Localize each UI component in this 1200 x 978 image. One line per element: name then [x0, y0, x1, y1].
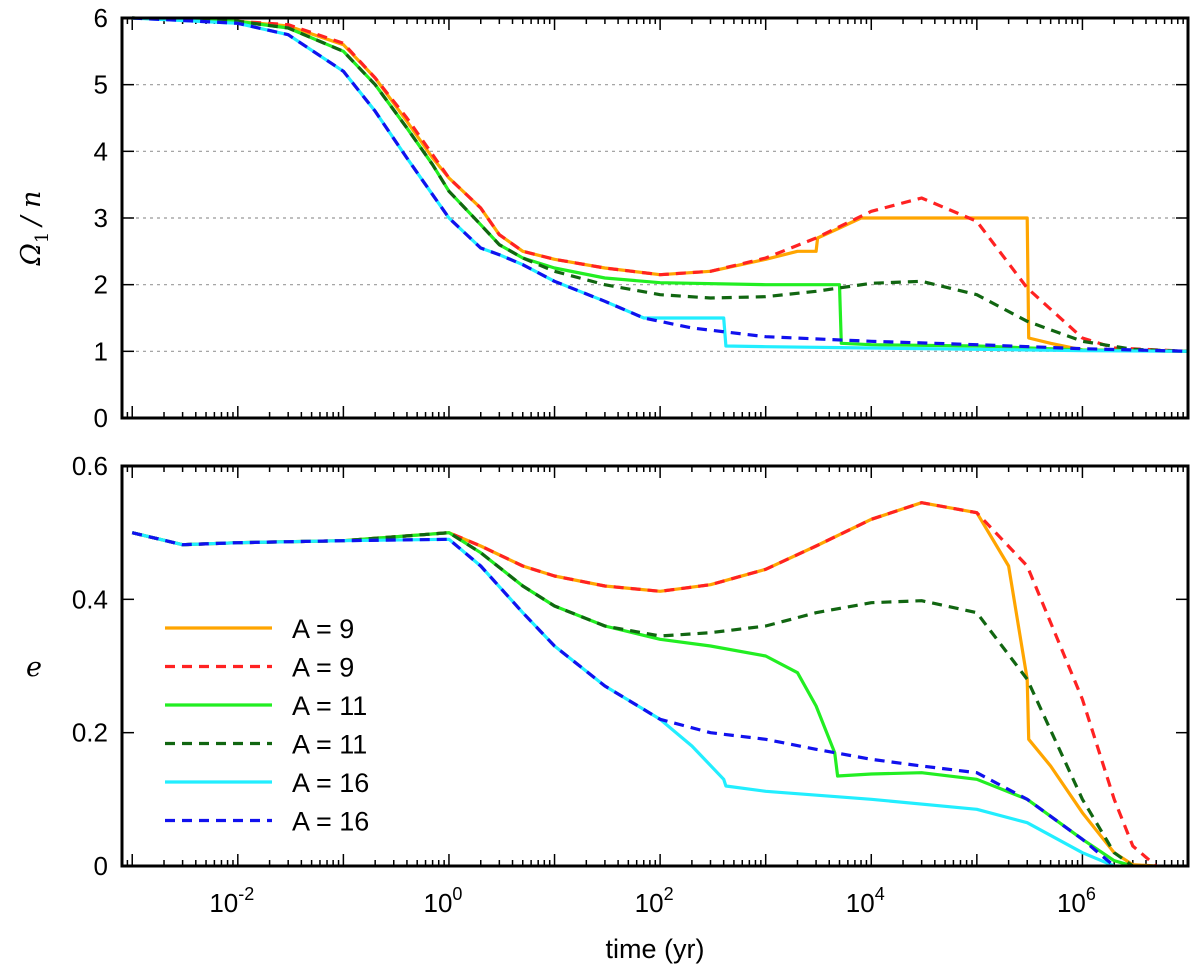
bottom-panel-ticks [121, 465, 1189, 867]
y-tick-label: 0.2 [72, 718, 108, 748]
y-tick-label: 1 [94, 336, 108, 366]
top-ylabel-rest: / n [16, 191, 47, 229]
x-tick-base: 10 [846, 888, 875, 918]
x-tick-base: 10 [635, 888, 664, 918]
x-tick-base: 10 [423, 888, 452, 918]
series-solid-0 [132, 16, 1189, 353]
series-dashed-1 [132, 16, 1189, 353]
x-tick-label: 104 [846, 884, 885, 918]
legend: A = 9 A = 9 A = 11 A = 11 A = 16 A = 16 [165, 614, 369, 837]
x-tick-base: 10 [209, 888, 238, 918]
y-tick-label: 0.4 [72, 584, 108, 614]
y-tick-label: 4 [94, 136, 108, 166]
legend-label: A = 9 [292, 614, 354, 644]
x-tick-exp: -2 [238, 884, 254, 904]
x-tick-exp: 4 [875, 884, 885, 904]
series-dashed-3 [132, 16, 1189, 353]
x-tick-exp: 0 [452, 884, 462, 904]
legend-label: A = 16 [292, 807, 369, 837]
y-tick-label: 0 [94, 851, 108, 881]
series-solid-2 [132, 16, 1189, 353]
series-dashed-5 [132, 16, 1189, 353]
legend-label: A = 11 [292, 691, 367, 721]
series-solid-4 [131, 531, 1115, 868]
legend-label: A = 16 [292, 768, 369, 798]
x-axis-label: time (yr) [606, 934, 705, 964]
top-panel-ytick-labels: 0 1 2 3 4 5 6 [94, 3, 108, 433]
x-tick-base: 10 [1057, 888, 1086, 918]
bottom-panel-ytick-labels: 0 0.2 0.4 0.6 [72, 451, 108, 881]
bottom-panel-series [131, 501, 1158, 868]
y-tick-label: 2 [94, 270, 108, 300]
top-ylabel: Ω1 / n [16, 191, 53, 267]
y-tick-label: 3 [94, 203, 108, 233]
y-tick-label: 0 [94, 403, 108, 433]
legend-label: A = 9 [292, 653, 354, 683]
top-panel-grid [122, 84, 1188, 352]
legend-label: A = 11 [292, 730, 367, 760]
y-tick-label: 5 [94, 70, 108, 100]
x-tick-exp: 6 [1086, 884, 1096, 904]
top-ylabel-symbol: Ω [16, 243, 47, 266]
series-solid-0 [131, 501, 1157, 868]
y-tick-label: 0.6 [72, 451, 108, 481]
bottom-panel-xtick-labels: 10-2 100 102 104 106 [209, 884, 1096, 918]
bottom-panel-frame [120, 464, 1190, 868]
series-dashed-3 [131, 531, 1134, 868]
x-tick-label: 10-2 [209, 884, 254, 918]
x-tick-label: 102 [635, 884, 674, 918]
x-tick-label: 106 [1057, 884, 1096, 918]
top-panel-series [132, 16, 1189, 353]
y-tick-label: 6 [94, 3, 108, 33]
top-ylabel-subscript: 1 [32, 232, 53, 243]
top-panel-frame [120, 16, 1190, 420]
bottom-ylabel: e [26, 652, 42, 683]
x-tick-label: 100 [423, 884, 462, 918]
series-solid-2 [131, 531, 1134, 868]
series-dashed-5 [131, 531, 1116, 868]
x-tick-exp: 2 [664, 884, 674, 904]
